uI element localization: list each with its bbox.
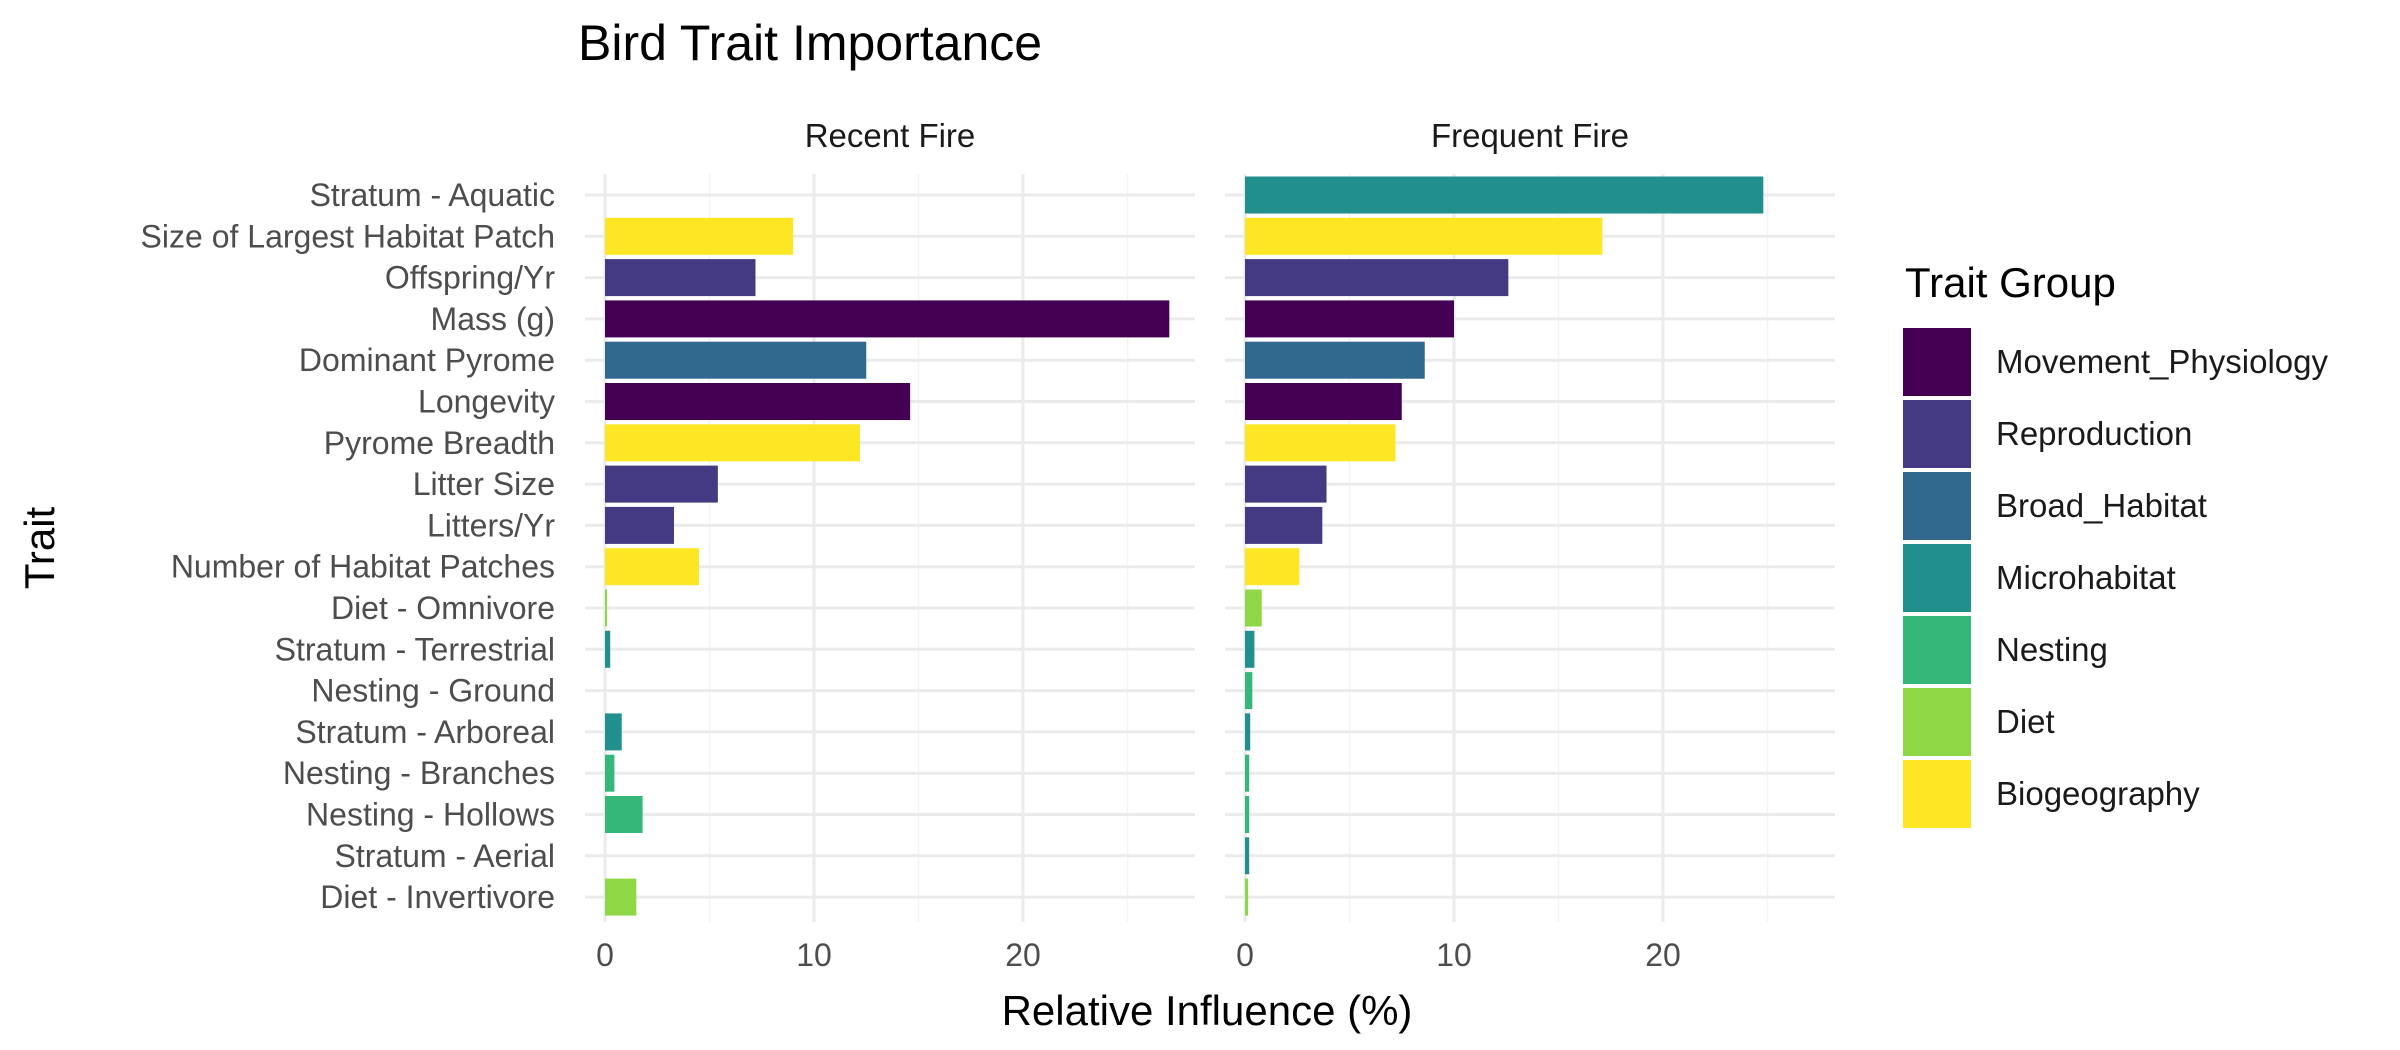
bar-frequent-fire-stratum-aerial xyxy=(1245,837,1250,875)
y-tick-label-pyrome-breadth: Pyrome Breadth xyxy=(324,425,555,461)
bar-recent-fire-diet-omnivore xyxy=(605,589,608,627)
bar-recent-fire-diet-invertivore xyxy=(605,878,637,916)
y-tick-label-stratum-terrestrial: Stratum - Terrestrial xyxy=(275,631,555,667)
bar-recent-fire-litters-yr xyxy=(605,506,674,544)
y-tick-label-mass-g: Mass (g) xyxy=(431,301,555,337)
y-axis-title: Trait xyxy=(16,506,63,589)
bar-frequent-fire-nesting-hollows xyxy=(1245,796,1250,833)
bar-recent-fire-litter-size xyxy=(605,465,718,503)
bar-frequent-fire-litters-yr xyxy=(1245,506,1323,544)
legend-label-microhabitat: Microhabitat xyxy=(1996,559,2176,596)
y-tick-label-nesting-branches: Nesting - Branches xyxy=(283,755,555,791)
y-tick-label-nesting-ground: Nesting - Ground xyxy=(311,673,555,709)
panel-frequent-fire: Frequent Fire 0 10 20 xyxy=(1225,117,1835,973)
x-tick-label: 10 xyxy=(796,937,832,973)
chart-panels: Recent Fire 0 10 20 Frequent Fire 0 10 20 xyxy=(585,117,1835,973)
bar-frequent-fire-number-of-habitat-patches xyxy=(1245,548,1300,586)
bar-frequent-fire-longevity xyxy=(1245,383,1402,420)
legend-label-biogeography: Biogeography xyxy=(1996,775,2200,812)
bar-frequent-fire-stratum-arboreal xyxy=(1245,713,1251,751)
y-tick-label-offspring-yr: Offspring/Yr xyxy=(385,260,555,296)
legend-label-movement-physiology: Movement_Physiology xyxy=(1996,343,2328,380)
bar-frequent-fire-nesting-branches xyxy=(1245,754,1250,792)
bar-frequent-fire-stratum-aquatic xyxy=(1245,176,1764,214)
legend-items: Movement_Physiology Reproduction Broad_Hab… xyxy=(1903,328,2328,828)
legend-label-broad-habitat: Broad_Habitat xyxy=(1996,487,2207,524)
y-tick-label-litter-size: Litter Size xyxy=(413,466,555,502)
bar-recent-fire-pyrome-breadth xyxy=(605,424,860,462)
bar-recent-fire-nesting-hollows xyxy=(605,796,643,833)
bar-recent-fire-offspring-yr xyxy=(605,259,756,297)
legend-swatch-nesting xyxy=(1903,616,1971,684)
bar-frequent-fire-mass-g xyxy=(1245,300,1454,338)
bar-frequent-fire-diet-invertivore xyxy=(1245,878,1249,916)
y-tick-label-dominant-pyrome: Dominant Pyrome xyxy=(299,342,555,378)
x-tick-label: 10 xyxy=(1436,937,1472,973)
x-tick-label: 0 xyxy=(1236,937,1254,973)
y-tick-label-diet-invertivore: Diet - Invertivore xyxy=(320,879,555,915)
y-tick-label-longevity: Longevity xyxy=(418,384,555,420)
legend-swatch-movement-physiology xyxy=(1903,328,1971,396)
panel-recent-fire: Recent Fire 0 10 20 xyxy=(585,117,1195,973)
bar-recent-fire-dominant-pyrome xyxy=(605,341,867,379)
bar-frequent-fire-stratum-terrestrial xyxy=(1245,630,1255,668)
legend-label-diet: Diet xyxy=(1996,703,2055,740)
y-tick-label-size-of-largest-habitat-patch: Size of Largest Habitat Patch xyxy=(141,218,555,254)
x-tick-label: 20 xyxy=(1005,937,1041,973)
legend-swatch-diet xyxy=(1903,688,1971,756)
bar-frequent-fire-litter-size xyxy=(1245,465,1327,503)
bar-frequent-fire-nesting-ground xyxy=(1245,672,1253,710)
bar-frequent-fire-diet-omnivore xyxy=(1245,589,1262,627)
panel-title-recent-fire: Recent Fire xyxy=(805,117,976,154)
x-tick-label: 0 xyxy=(596,937,614,973)
y-tick-label-litters-yr: Litters/Yr xyxy=(427,507,555,543)
bar-frequent-fire-offspring-yr xyxy=(1245,259,1509,297)
legend-title: Trait Group xyxy=(1905,259,2116,306)
y-tick-label-nesting-hollows: Nesting - Hollows xyxy=(306,797,555,833)
bar-recent-fire-nesting-branches xyxy=(605,754,615,792)
legend-swatch-broad-habitat xyxy=(1903,472,1971,540)
bar-frequent-fire-dominant-pyrome xyxy=(1245,341,1425,379)
x-axis-title: Relative Influence (%) xyxy=(1002,987,1413,1034)
y-tick-label-stratum-aerial: Stratum - Aerial xyxy=(334,838,555,874)
bar-recent-fire-mass-g xyxy=(605,300,1170,338)
bar-recent-fire-size-of-largest-habitat-patch xyxy=(605,217,794,255)
legend-label-nesting: Nesting xyxy=(1996,631,2108,668)
bar-recent-fire-stratum-arboreal xyxy=(605,713,622,751)
legend: Trait Group Movement_Physiology Reproduct… xyxy=(1903,259,2328,828)
legend-swatch-microhabitat xyxy=(1903,544,1971,612)
bar-frequent-fire-pyrome-breadth xyxy=(1245,424,1396,462)
y-tick-label-stratum-arboreal: Stratum - Arboreal xyxy=(295,714,555,750)
chart-title: Bird Trait Importance xyxy=(578,15,1042,71)
x-tick-label: 20 xyxy=(1645,937,1681,973)
y-tick-label-number-of-habitat-patches: Number of Habitat Patches xyxy=(171,549,555,585)
bar-recent-fire-stratum-terrestrial xyxy=(605,630,611,668)
bar-recent-fire-longevity xyxy=(605,383,911,420)
panel-title-frequent-fire: Frequent Fire xyxy=(1431,117,1629,154)
y-axis-labels: Stratum - Aquatic Size of Largest Habitat… xyxy=(141,177,556,915)
y-tick-label-diet-omnivore: Diet - Omnivore xyxy=(331,590,555,626)
bar-frequent-fire-size-of-largest-habitat-patch xyxy=(1245,217,1603,255)
legend-swatch-biogeography xyxy=(1903,760,1971,828)
legend-label-reproduction: Reproduction xyxy=(1996,415,2192,452)
legend-swatch-reproduction xyxy=(1903,400,1971,468)
y-tick-label-stratum-aquatic: Stratum - Aquatic xyxy=(310,177,555,213)
bar-recent-fire-number-of-habitat-patches xyxy=(605,548,700,586)
